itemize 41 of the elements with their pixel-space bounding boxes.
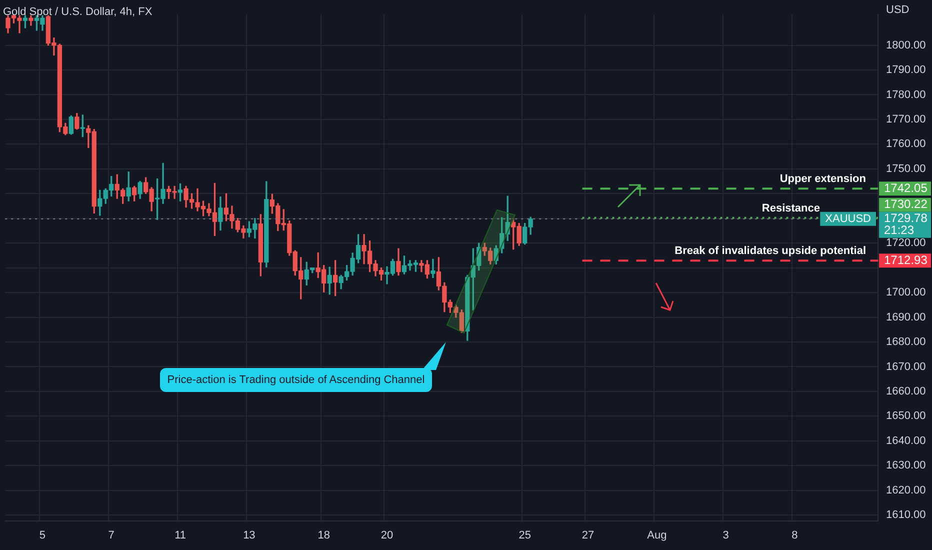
x-tick-label: 25 — [518, 529, 531, 542]
x-tick-label: 3 — [722, 529, 729, 542]
x-tick-label: 11 — [174, 529, 186, 542]
text: 1729.78 — [884, 211, 928, 226]
y-tick-label: 1800.00 — [886, 39, 926, 52]
y-tick-label: 1660.00 — [886, 386, 926, 398]
ref-line-label: Resistance — [762, 202, 820, 214]
y-tick-label: 1630.00 — [886, 460, 926, 472]
y-tick-label: 1620.00 — [886, 484, 926, 496]
text: 21:23 — [884, 223, 914, 238]
legend-label: XAUUSD — [825, 212, 872, 225]
y-tick-label: 1770.00 — [886, 113, 926, 126]
x-tick-label: 5 — [39, 529, 46, 542]
y-tick-label: 1640.00 — [886, 434, 926, 447]
y-tick-label: 1780.00 — [886, 88, 926, 101]
y-tick-label: 1680.00 — [886, 336, 926, 348]
y-tick-label: 1790.00 — [886, 64, 926, 76]
x-tick-label: Aug — [647, 529, 667, 542]
candlestick — [430, 258, 436, 278]
ref-line-label: Break of invalidates upside potential — [674, 245, 866, 258]
x-tick-label: 8 — [792, 529, 798, 542]
y-tick-label: 1610.00 — [886, 509, 926, 522]
text: 1712.93 — [884, 252, 928, 267]
y-tick-label: 1760.00 — [886, 138, 926, 150]
y-tick-label: 1670.00 — [886, 360, 926, 373]
chart-title: Gold Spot / U.S. Dollar, 4h, FX — [3, 6, 152, 18]
y-tick-label: 1720.00 — [886, 237, 926, 250]
x-tick-label: 13 — [243, 529, 256, 542]
ref-line-label: Upper extension — [780, 173, 866, 186]
y-tick-label: 1750.00 — [886, 162, 926, 175]
y-tick-label: 1690.00 — [886, 311, 926, 324]
y-axis-title: USD — [886, 4, 910, 16]
x-tick-label: 27 — [582, 529, 594, 542]
x-tick-label: 20 — [380, 529, 394, 542]
text: 1730.22 — [884, 197, 928, 212]
y-tick-label: 1700.00 — [886, 286, 926, 299]
annotation: Price-action is Trading outside of Ascending Channel — [160, 368, 432, 392]
x-tick-label: 7 — [108, 529, 114, 542]
y-tick-label: 1650.00 — [886, 410, 926, 422]
text: 1742.05 — [884, 180, 928, 195]
x-tick-label: 18 — [318, 529, 330, 542]
